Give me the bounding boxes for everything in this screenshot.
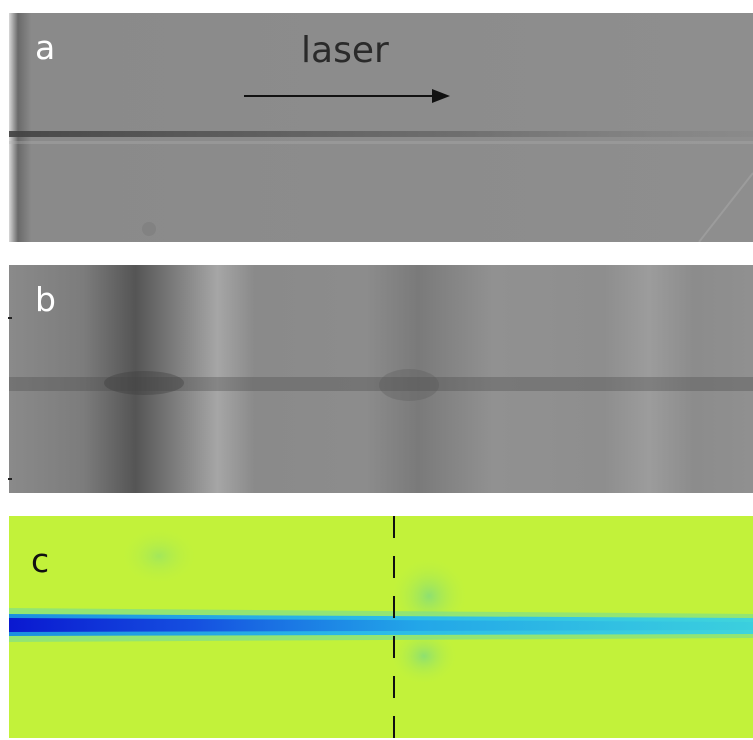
panel-c: c [9,516,753,738]
panel-c-image [9,516,753,738]
panel-c-letter: c [31,541,50,580]
panel-b-image [9,265,753,493]
panel-a: a laser [9,13,753,242]
laser-direction-arrow-icon [244,89,450,103]
panel-a-letter: a [35,28,56,67]
tick-mark [8,317,12,319]
panel-a-image [9,13,753,242]
panel-b-letter: b [35,280,56,319]
tick-mark [8,478,12,480]
laser-label: laser [301,30,389,71]
panel-b: b [9,265,753,493]
